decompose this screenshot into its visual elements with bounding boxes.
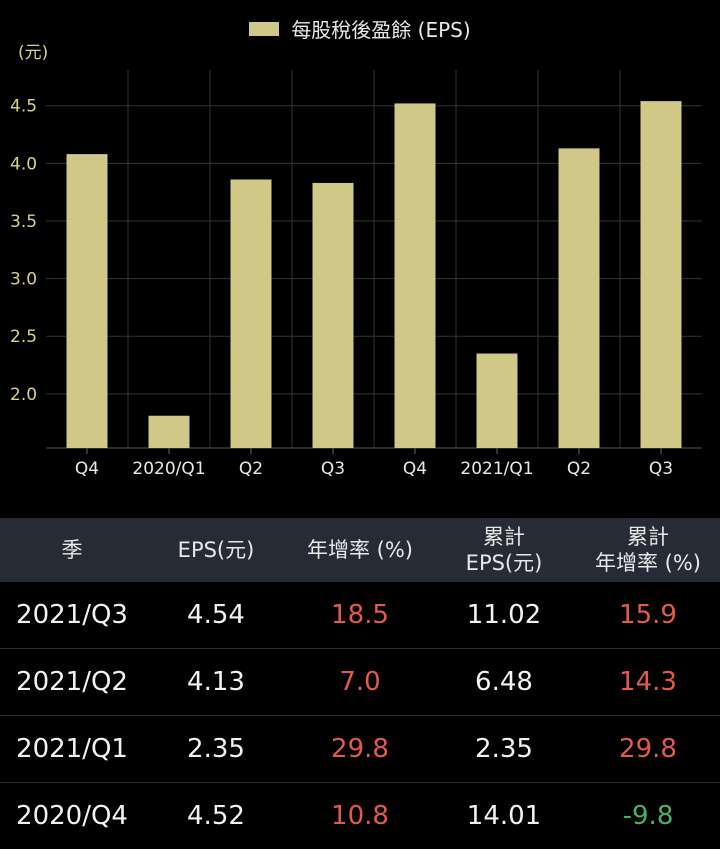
cum-eps-cell: 11.02	[466, 600, 542, 630]
bar	[230, 179, 272, 449]
x-tick-label: Q4	[75, 459, 99, 479]
table-row[interactable]: 2021/Q1 2.35 29.8 2.35 29.8	[0, 716, 720, 783]
y-tick-label: 4.0	[10, 154, 37, 174]
table-body: 2021/Q3 4.54 18.5 11.02 15.9 2021/Q2 4.13 7.0 6.…	[0, 582, 720, 849]
column-header: EPS(元)	[144, 537, 288, 563]
yoy-cell: 18.5	[331, 600, 389, 630]
y-tick-label: 2.0	[10, 385, 37, 405]
bar	[476, 353, 518, 448]
y-tick-label: 2.5	[10, 327, 37, 347]
column-header-line: 累計	[483, 525, 525, 549]
chart-legend[interactable]: 每股稅後盈餘 (EPS)	[0, 14, 720, 43]
season-cell: 2021/Q3	[16, 600, 128, 630]
table-row[interactable]: 2021/Q3 4.54 18.5 11.02 15.9	[0, 582, 720, 649]
bar	[312, 182, 354, 448]
x-tick-label: Q3	[649, 459, 673, 479]
y-tick-label: 4.5	[10, 97, 37, 117]
column-header: 季	[0, 537, 144, 563]
column-header: 年增率 (%)	[288, 537, 432, 563]
eps-chart: 每股稅後盈餘 (EPS) (元) 2.0 2.5 3.0 3.5 4.0 4.5 Q4 202…	[0, 14, 720, 479]
bar	[66, 154, 108, 448]
bar	[640, 101, 682, 449]
season-cell: 2021/Q1	[16, 734, 128, 764]
table-header: 季 EPS(元) 年增率 (%) 累計 EPS(元) 累計 年增率 (%)	[0, 518, 720, 582]
y-tick-label: 3.0	[10, 270, 37, 290]
legend-label: 每股稅後盈餘 (EPS)	[291, 18, 471, 42]
column-header: 累計 年增率 (%)	[576, 524, 720, 576]
table-row[interactable]: 2021/Q2 4.13 7.0 6.48 14.3	[0, 649, 720, 716]
y-tick-label: 3.5	[10, 212, 37, 232]
season-cell: 2021/Q2	[16, 667, 128, 697]
cum-eps-cell: 14.01	[466, 801, 542, 831]
cum-eps-cell: 2.35	[475, 734, 533, 764]
column-header: 累計 EPS(元)	[432, 524, 576, 576]
eps-table: 季 EPS(元) 年增率 (%) 累計 EPS(元) 累計 年增率 (%) 2021/Q3 4…	[0, 518, 720, 849]
x-tick-label: Q3	[321, 459, 345, 479]
chart-plot: 2.0 2.5 3.0 3.5 4.0 4.5 Q4 2020/Q1 Q2 Q3 Q4 2021/Q1…	[10, 70, 702, 479]
column-header-line: 年增率 (%)	[594, 551, 701, 575]
x-tick-label: 2021/Q1	[460, 459, 533, 479]
x-tick-label: Q4	[403, 459, 427, 479]
bar	[148, 415, 190, 448]
cum-yoy-cell: 15.9	[619, 600, 677, 630]
yoy-cell: 29.8	[331, 734, 389, 764]
eps-cell: 4.54	[187, 600, 245, 630]
eps-cell: 4.13	[187, 667, 245, 697]
bar	[558, 148, 600, 449]
column-header-line: EPS(元)	[465, 551, 543, 575]
legend-swatch-icon	[249, 21, 280, 36]
season-cell: 2020/Q4	[16, 801, 128, 831]
x-tick-label: Q2	[239, 459, 263, 479]
eps-cell: 2.35	[187, 734, 245, 764]
yoy-cell: 10.8	[331, 801, 389, 831]
cum-yoy-cell: 29.8	[619, 734, 677, 764]
column-header-line: EPS(元)	[177, 538, 255, 562]
table-row[interactable]: 2020/Q4 4.52 10.8 14.01 -9.8	[0, 783, 720, 849]
column-header-line: 季	[61, 538, 83, 562]
y-axis-unit: (元)	[18, 43, 49, 63]
eps-cell: 4.52	[187, 801, 245, 831]
x-tick-label: Q2	[567, 459, 591, 479]
x-tick-label: 2020/Q1	[132, 459, 205, 479]
cum-yoy-cell: -9.8	[622, 801, 674, 831]
cum-eps-cell: 6.48	[475, 667, 533, 697]
yoy-cell: 7.0	[339, 667, 381, 697]
column-header-line: 累計	[627, 525, 669, 549]
cum-yoy-cell: 14.3	[619, 667, 677, 697]
column-header-line: 年增率 (%)	[306, 538, 413, 562]
bar	[394, 103, 436, 449]
